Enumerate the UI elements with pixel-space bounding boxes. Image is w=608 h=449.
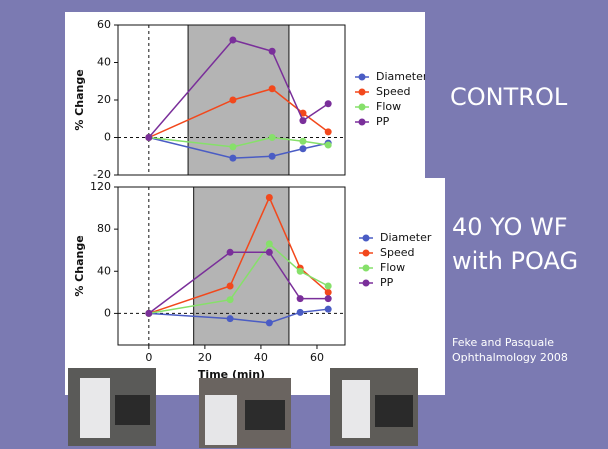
citation: Ophthalmology 2008 <box>452 351 568 364</box>
slide-label: with POAG <box>452 247 578 275</box>
legend-label: Diameter <box>376 70 428 83</box>
legend-label: Diameter <box>380 231 432 244</box>
legend-marker <box>363 250 370 257</box>
data-point <box>325 283 332 290</box>
data-point <box>229 97 236 104</box>
data-point <box>145 310 152 317</box>
data-point <box>229 37 236 44</box>
legend-label: Speed <box>376 85 410 98</box>
photo <box>68 368 156 446</box>
data-point <box>325 289 332 296</box>
data-point <box>266 319 273 326</box>
data-point <box>297 268 304 275</box>
x-tick-label: 0 <box>145 351 152 364</box>
data-point <box>266 240 273 247</box>
shaded-interval <box>188 25 289 175</box>
data-point <box>227 249 234 256</box>
data-point <box>227 296 234 303</box>
legend-label: Flow <box>376 100 401 113</box>
data-point <box>269 85 276 92</box>
data-point <box>299 138 306 145</box>
data-point <box>269 134 276 141</box>
y-tick-label: 120 <box>90 180 111 193</box>
y-tick-label: 20 <box>97 93 111 106</box>
photo <box>199 378 291 448</box>
data-point <box>227 315 234 322</box>
photo <box>330 368 418 446</box>
legend-marker <box>359 104 366 111</box>
data-point <box>145 134 152 141</box>
legend-label: Flow <box>380 261 405 274</box>
legend-marker <box>363 265 370 272</box>
data-point <box>325 100 332 107</box>
citation: Feke and Pasquale <box>452 336 554 349</box>
y-axis-label: % Change <box>73 235 86 296</box>
data-point <box>297 309 304 316</box>
legend-marker <box>363 280 370 287</box>
y-tick-label: 40 <box>97 56 111 69</box>
legend-marker <box>359 74 366 81</box>
data-point <box>299 117 306 124</box>
x-tick-label: 60 <box>310 351 324 364</box>
data-point <box>227 283 234 290</box>
y-tick-label: 0 <box>104 131 111 144</box>
data-point <box>325 142 332 149</box>
legend-label: PP <box>380 276 394 289</box>
data-point <box>325 306 332 313</box>
y-tick-label: 40 <box>97 264 111 277</box>
data-point <box>266 194 273 201</box>
y-tick-label: 0 <box>104 306 111 319</box>
legend-label: Speed <box>380 246 414 259</box>
data-point <box>325 295 332 302</box>
y-axis-label: % Change <box>73 69 86 130</box>
legend-marker <box>363 235 370 242</box>
data-point <box>297 295 304 302</box>
y-tick-label: 60 <box>97 18 111 31</box>
x-tick-label: 20 <box>198 351 212 364</box>
x-tick-label: 40 <box>254 351 268 364</box>
y-tick-label: 80 <box>97 222 111 235</box>
slide: -200204060% ChangeDiameterSpeedFlowPP 04… <box>0 0 608 449</box>
data-point <box>266 249 273 256</box>
legend-marker <box>359 119 366 126</box>
data-point <box>325 128 332 135</box>
data-point <box>229 143 236 150</box>
slide-label: CONTROL <box>450 83 568 111</box>
data-point <box>299 145 306 152</box>
legend-marker <box>359 89 366 96</box>
slide-label: 40 YO WF <box>452 213 568 241</box>
legend-label: PP <box>376 115 390 128</box>
data-point <box>229 155 236 162</box>
data-point <box>269 48 276 55</box>
data-point <box>269 153 276 160</box>
